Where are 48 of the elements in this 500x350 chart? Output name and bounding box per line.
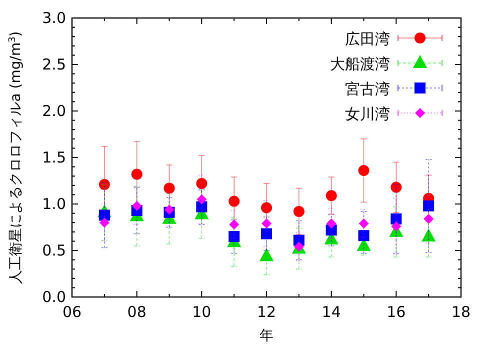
point xyxy=(422,228,436,242)
point xyxy=(229,219,240,230)
point xyxy=(293,206,304,217)
x-tick-label: 08 xyxy=(127,303,146,321)
point xyxy=(99,218,110,228)
point xyxy=(358,230,370,242)
y-tick-label: 0.5 xyxy=(42,242,66,260)
point xyxy=(98,178,110,190)
point xyxy=(164,204,174,215)
y-tick-label: 0.0 xyxy=(42,288,66,306)
point xyxy=(261,202,272,214)
x-axis-title: 年 xyxy=(260,328,274,344)
point xyxy=(391,221,402,232)
point xyxy=(260,248,274,262)
legend-label: 宮古湾 xyxy=(345,80,390,98)
x-tick-label: 12 xyxy=(256,303,276,321)
x-tick-label: 06 xyxy=(62,303,82,321)
y-tick-label: 1.0 xyxy=(42,195,66,213)
point xyxy=(131,168,142,180)
x-tick-label: 10 xyxy=(192,303,212,321)
x-tick-label: 14 xyxy=(322,303,341,321)
point xyxy=(390,213,402,224)
point xyxy=(164,182,175,194)
legend-label: 女川湾 xyxy=(345,105,390,123)
point xyxy=(358,218,369,229)
point xyxy=(132,200,142,211)
point xyxy=(98,210,110,221)
point xyxy=(228,196,240,207)
x-tick-label: 16 xyxy=(386,303,406,321)
legend-label: 広田湾 xyxy=(345,30,390,48)
x-tick-label: 18 xyxy=(451,303,471,321)
point xyxy=(196,194,207,204)
point xyxy=(262,218,272,229)
point xyxy=(326,190,337,202)
y-tick-label: 2.0 xyxy=(42,102,66,120)
point xyxy=(261,228,272,240)
y-tick-label: 3.0 xyxy=(42,9,66,27)
legend-label: 大船渡湾 xyxy=(330,55,390,73)
y-tick-label: 1.5 xyxy=(42,148,66,166)
point xyxy=(390,182,402,193)
point xyxy=(423,200,434,212)
point xyxy=(196,178,208,190)
y-tick-label: 2.5 xyxy=(42,56,66,74)
point xyxy=(424,214,434,224)
point xyxy=(196,201,208,212)
point xyxy=(228,231,240,242)
point xyxy=(326,218,336,229)
point xyxy=(358,165,370,176)
